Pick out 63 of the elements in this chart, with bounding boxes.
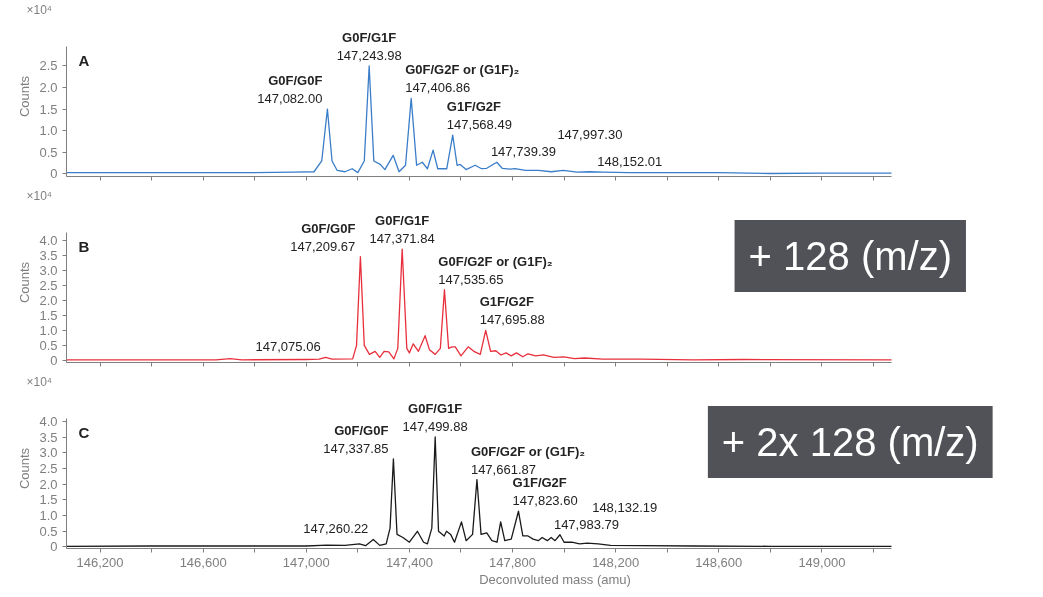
text: ×10⁴ (26, 2, 53, 17)
x-tick-label: 147,000 (282, 554, 330, 570)
annotation: G0F/G2F or (G1F)₂ 147,535.65 (438, 253, 553, 287)
annotation: G0F/G2F or (G1F)₂ 147,661.87 (470, 443, 586, 477)
annotation: G0F/G1F 147,243.98 (336, 29, 402, 63)
x-tick-label: 148,200 (592, 554, 640, 570)
x-tick-label: 148,600 (695, 554, 743, 570)
annotation: B (78, 237, 90, 255)
text: ×10⁴ (26, 188, 53, 203)
y-tick-label: 0.5 (39, 337, 58, 353)
y-tick-label: 1.5 (39, 101, 58, 117)
x-tick-label: 147,800 (489, 554, 537, 570)
y-tick-label: 0.5 (39, 144, 58, 160)
y-tick-label: 0 (50, 166, 58, 182)
y-tick-label: 2.5 (39, 461, 58, 477)
annotation: 148,152.01 (597, 154, 663, 170)
text: ×10⁴ (26, 374, 53, 389)
annotation: G1F/G2F 147,823.60 (512, 475, 578, 509)
x-tick-label: 146,200 (76, 554, 124, 570)
annotation: G0F/G1F 147,371.84 (369, 213, 435, 247)
annotation: G1F/G2F 147,568.49 (446, 99, 512, 133)
y-tick-label: 2.0 (39, 476, 58, 492)
annotation: G0F/G1F 147,499.88 (402, 400, 468, 434)
y-tick-label: 0.5 (39, 523, 58, 539)
annotation: G0F/G0F 147,209.67 (290, 220, 356, 254)
annotation: 147,075.06 (255, 339, 321, 355)
y-tick-label: 3.0 (39, 262, 58, 278)
annotation: G1F/G2F 147,695.88 (479, 294, 545, 328)
x-axis-title: Deconvoluted mass (amu) (479, 571, 631, 587)
y-tick-label: 3.5 (39, 247, 58, 263)
y-tick-label: 0 (50, 539, 58, 555)
annotation: G0F/G0F 147,082.00 (257, 73, 323, 107)
y-axis-title: Counts (17, 75, 33, 118)
annotation: C (78, 423, 90, 441)
annotation: 147,739.39 (490, 144, 556, 160)
annotation: 147,983.79 (553, 516, 619, 532)
y-tick-label: 4.0 (39, 414, 58, 430)
annotation: A (78, 51, 90, 69)
x-tick-label: 149,000 (798, 554, 846, 570)
y-tick-label: 2.0 (39, 80, 58, 96)
y-tick-label: 2.5 (39, 58, 58, 74)
y-tick-label: 1.5 (39, 492, 58, 508)
y-tick-label: 2.5 (39, 277, 58, 293)
y-tick-label: 3.0 (39, 445, 58, 461)
annotation: + 2x 128 (m/z) (721, 419, 979, 464)
annotation: G0F/G0F 147,337.85 (323, 422, 389, 456)
y-tick-label: 2.0 (39, 292, 58, 308)
y-tick-label: 3.5 (39, 429, 58, 445)
y-tick-label: 0 (50, 352, 58, 368)
y-tick-label: 1.0 (39, 123, 58, 139)
y-tick-label: 1.0 (39, 322, 58, 338)
annotation: + 128 (m/z) (748, 233, 952, 278)
annotation: G0F/G2F or (G1F)₂ 147,406.86 (405, 62, 520, 96)
annotation: 148,132.19 (592, 499, 658, 515)
y-tick-label: 1.0 (39, 508, 58, 524)
y-axis-title: Counts (17, 447, 33, 490)
annotation: 147,997.30 (557, 127, 623, 143)
x-tick-label: 147,400 (385, 554, 433, 570)
y-tick-label: 1.5 (39, 307, 58, 323)
y-tick-label: 4.0 (39, 232, 58, 248)
annotation: 147,260.22 (303, 521, 369, 537)
x-tick-label: 146,600 (179, 554, 227, 570)
y-axis-title: Counts (17, 261, 33, 304)
